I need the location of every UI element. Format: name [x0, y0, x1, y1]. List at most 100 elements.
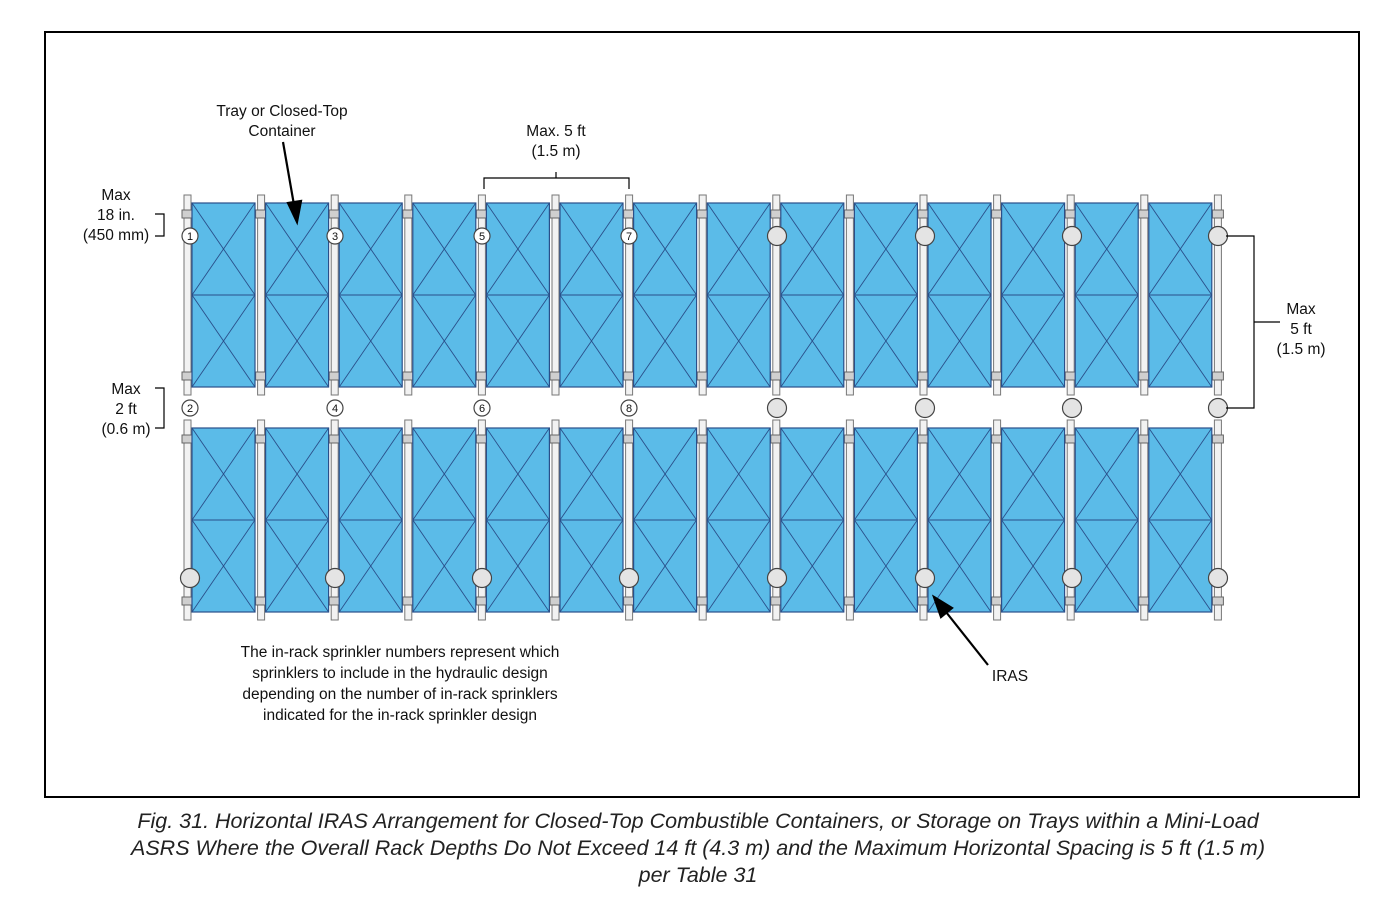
container-cross: [706, 427, 771, 521]
rack-beam-clip: [402, 434, 415, 444]
sprinkler-layer: 1 3 5 7 2 4 6 8: [179, 225, 1229, 589]
container-cross: [412, 202, 477, 296]
container-cross: [706, 519, 771, 613]
sprinkler-numbered: 1: [181, 227, 199, 245]
rack-beam-clip: [1064, 209, 1077, 219]
rack-beam-clip: [917, 371, 930, 381]
rack-bays: [181, 194, 1224, 621]
rack-beam-clip: [328, 596, 341, 606]
rack-beam-clip: [1138, 434, 1151, 444]
rack-beam-clip: [1064, 434, 1077, 444]
container-cross: [633, 519, 697, 613]
container-cross: [927, 202, 992, 296]
container-label: Tray or Closed-Top Container: [216, 103, 348, 140]
container-cross: [1001, 202, 1065, 296]
sprinkler-numbered: 2: [181, 399, 199, 417]
rack-beam-clip: [475, 371, 488, 381]
rack-beam-clip: [255, 596, 268, 606]
rack-upright: [257, 419, 266, 621]
rack-upright: [183, 419, 192, 621]
rack-beam-clip: [991, 596, 1004, 606]
container-cross: [1148, 294, 1213, 388]
sprinkler-head: [1207, 567, 1229, 589]
iras-label: IRAS: [991, 668, 1029, 685]
dimension-lines: [155, 172, 1280, 429]
rack-beam-clip: [1211, 434, 1224, 444]
container-cross: [338, 294, 403, 388]
rack-beam-clip: [991, 209, 1004, 219]
container-cross: [265, 427, 329, 521]
rack-beam-clip: [328, 434, 341, 444]
figure-caption: Fig. 31. Horizontal IRAS Arrangement for…: [131, 809, 1265, 887]
container-cross: [780, 427, 845, 521]
container-cross: [559, 427, 624, 521]
rack-upright: [330, 194, 339, 396]
sprinkler: [914, 397, 936, 419]
sprinkler-head: [766, 225, 788, 247]
rack-upright: [551, 194, 560, 396]
rack-upright: [477, 419, 486, 621]
rack-upright: [477, 194, 486, 396]
sprinkler-head: [179, 567, 201, 589]
rack-upright: [257, 194, 266, 396]
rack-beam-clip: [402, 371, 415, 381]
sprinkler-head: [326, 227, 344, 245]
container-cross: [780, 519, 845, 613]
container-cross: [486, 427, 550, 521]
container-cross: [1074, 294, 1139, 388]
sprinkler-head: [914, 567, 936, 589]
sprinkler-head: [620, 399, 638, 417]
rack-upright: [845, 194, 854, 396]
rack-beam-clip: [181, 596, 194, 606]
container-cross: [412, 294, 477, 388]
sprinkler-number: 2: [187, 403, 193, 415]
container-cross: [633, 294, 697, 388]
rack-upright: [993, 194, 1002, 396]
rack-upright: [919, 419, 928, 621]
sprinkler-head: [1207, 225, 1229, 247]
container-cross: [191, 519, 256, 613]
container-cross: [559, 294, 624, 388]
rack-beam-clip: [402, 596, 415, 606]
rack-beam-clip: [843, 209, 856, 219]
container-cross: [486, 202, 550, 296]
figure-frame: [44, 31, 1360, 798]
sprinkler-head: [1061, 397, 1083, 419]
rack-beam-clip: [1064, 596, 1077, 606]
sprinkler-head: [471, 567, 493, 589]
container-cross: [854, 519, 918, 613]
sprinkler-head: [914, 225, 936, 247]
container-cross: [338, 519, 403, 613]
container-cross: [780, 202, 845, 296]
container-cross: [854, 294, 918, 388]
sprinkler-head: [324, 567, 346, 589]
container-cross: [1001, 427, 1065, 521]
rack-beam-clip: [1211, 371, 1224, 381]
rack-beam-clip: [623, 434, 636, 444]
rack-beam-clip: [181, 434, 194, 444]
rack-beam-clip: [181, 209, 194, 219]
rack-upright: [404, 419, 413, 621]
max5-right-label: Max 5 ft (1.5 m): [1276, 301, 1326, 358]
max2-label: Max 2 ft (0.6 m): [101, 381, 151, 438]
container-cross: [706, 294, 771, 388]
sprinkler-number: 6: [479, 403, 485, 415]
sprinkler: [1207, 225, 1229, 247]
iras-arrowhead: [931, 594, 954, 619]
rack-beam-clip: [770, 209, 783, 219]
rack-beam-clip: [917, 434, 930, 444]
container-cross: [412, 519, 477, 613]
container-cross: [1001, 519, 1065, 613]
container-cross: [486, 519, 550, 613]
container-cross: [265, 294, 329, 388]
max18-label: Max 18 in. (450 mm): [82, 187, 150, 244]
sprinkler-head: [181, 227, 199, 245]
container-cross: [854, 427, 918, 521]
rack-upright: [1140, 419, 1149, 621]
sprinkler: [1061, 567, 1083, 589]
sprinkler: [914, 567, 936, 589]
rack-beam-clip: [696, 596, 709, 606]
sprinkler-number: 3: [332, 231, 338, 243]
container-cross: [338, 427, 403, 521]
rack-beam-clip: [843, 434, 856, 444]
